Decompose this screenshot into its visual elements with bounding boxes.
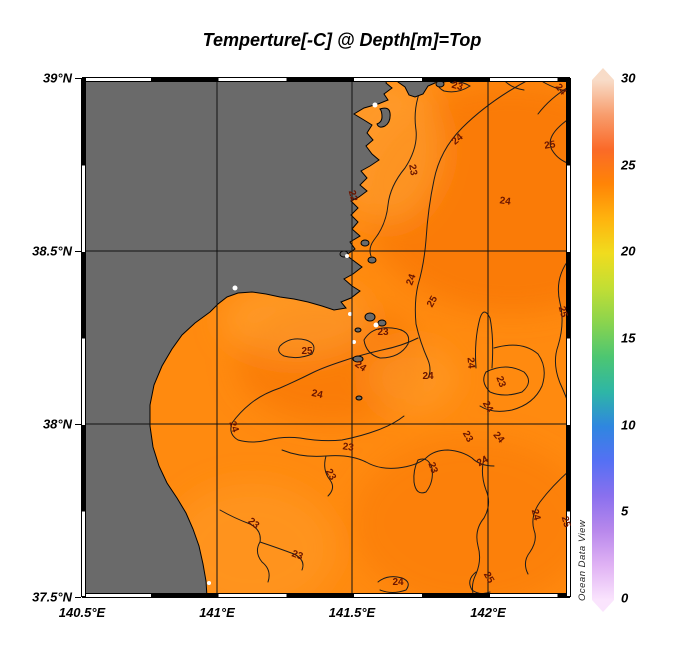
colorbar-tick-label: 25 (621, 157, 636, 173)
map-plot-area (81, 77, 571, 598)
plot-title: Temperture[-C] @ Depth[m]=Top (202, 30, 482, 50)
ocean-data-view-watermark: Ocean Data View (577, 519, 588, 601)
colorbar-tick-label: 20 (621, 243, 636, 259)
x-axis-tick-label: 140.5°E (58, 605, 106, 620)
y-axis-tick-mark (75, 250, 81, 252)
y-axis-tick-mark (75, 78, 81, 79)
contour-value-label: 24 (498, 195, 512, 208)
y-axis-tick-mark (75, 597, 81, 598)
y-axis-tick-mark (75, 424, 81, 426)
sea-temperature-shading (167, 78, 570, 597)
contour-value-label: 23 (377, 327, 389, 338)
colorbar (592, 80, 614, 600)
contour-value-label: 25 (543, 139, 557, 152)
map-frame-right (566, 78, 571, 597)
colorbar-tick-label: 30 (621, 70, 636, 86)
contour-value-label: 24 (422, 371, 434, 382)
y-axis-tick-label: 38°N (42, 416, 72, 432)
x-axis-tick-label: 141°E (199, 605, 235, 620)
land-mass (82, 78, 457, 597)
x-axis-tick-label: 141.5°E (328, 605, 376, 620)
map-frame-top (82, 77, 570, 82)
y-axis-tick-label: 39°N (42, 70, 72, 86)
map-frame-bottom (82, 593, 570, 598)
contour-value-label: 24 (392, 577, 404, 588)
colorbar-above-range-arrow (592, 68, 614, 80)
contour-value-label: 23 (406, 163, 419, 177)
graticule-gridlines (82, 78, 570, 597)
contour-value-label: 25 (301, 346, 313, 357)
x-axis-tick-label: 142°E (470, 605, 506, 620)
y-axis-tick-label: 38.5°N (32, 243, 72, 259)
map-frame-left (81, 78, 86, 597)
colorbar-below-range-arrow (592, 600, 614, 612)
contour-value-label: 24 (464, 356, 477, 369)
colorbar-tick-label: 0 (621, 590, 629, 606)
contour-value-label: 23 (341, 441, 355, 454)
colorbar-tick-label: 10 (621, 417, 636, 433)
colorbar-tick-label: 15 (621, 330, 636, 346)
temperature-map-canvas (82, 78, 570, 597)
no-data-specks (207, 78, 418, 585)
colorbar-tick-label: 5 (621, 503, 629, 519)
contour-value-label: 24 (310, 387, 324, 402)
y-axis-tick-label: 37.5°N (32, 589, 72, 605)
